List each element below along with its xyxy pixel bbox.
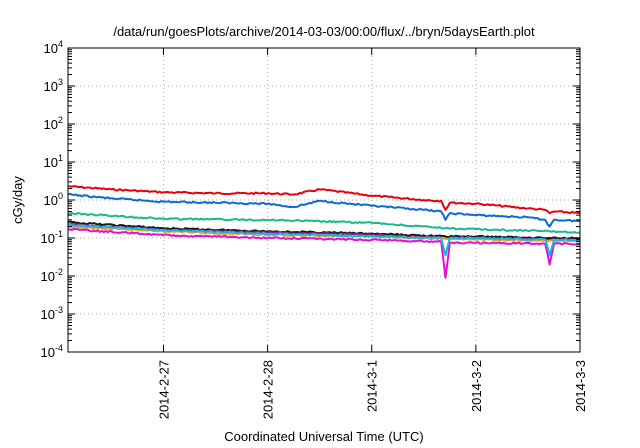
y-tick-label: 101	[44, 153, 63, 170]
series-line	[67, 212, 581, 234]
y-tick-label: 102	[44, 115, 63, 132]
x-tick-label: 2014-2-27	[156, 360, 171, 419]
series-line	[67, 223, 581, 257]
x-axis: 2014-2-27 2014-2-28 2014-3-1 2014-3-2 2014-3…	[156, 48, 588, 419]
y-tick-label: 103	[44, 77, 63, 94]
x-tick-label: 2014-3-1	[365, 360, 380, 412]
series-line	[67, 220, 581, 240]
series-line	[67, 192, 581, 228]
x-tick-label: 2014-2-28	[261, 360, 276, 419]
y-tick-label: 100	[44, 191, 63, 208]
x-tick-label: 2014-3-3	[573, 360, 588, 412]
x-tick-label: 2014-3-2	[469, 360, 484, 412]
series-layer	[67, 185, 581, 279]
y-tick-label: 10-4	[41, 343, 63, 360]
y-tick-label: 104	[44, 39, 63, 56]
y-tick-label: 10-2	[41, 267, 63, 284]
y-axis-label: cGy/day	[10, 176, 25, 224]
y-axis: 10-4 10-3 10-2 10-1 100 101 102 103 104	[41, 39, 580, 360]
y-tick-label: 10-3	[41, 305, 63, 322]
chart-title: /data/run/goesPlots/archive/2014-03-03/0…	[113, 24, 535, 39]
series-line	[67, 185, 581, 215]
y-tick-label: 10-1	[41, 229, 63, 246]
series-line	[67, 227, 581, 279]
x-axis-label: Coordinated Universal Time (UTC)	[224, 429, 423, 444]
